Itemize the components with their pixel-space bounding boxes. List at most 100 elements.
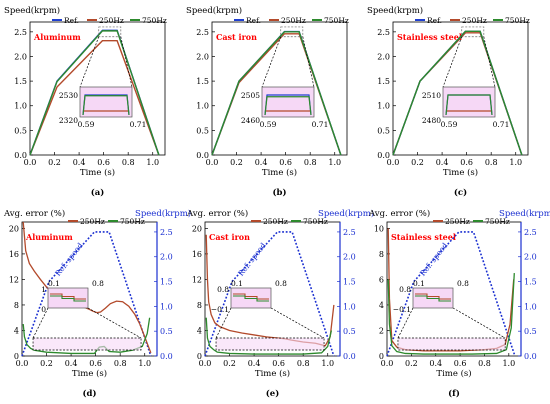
legend-entry: 750Hz (142, 16, 167, 25)
y-tick-label: 2.5 (14, 28, 27, 37)
inset-label: −0.1 (393, 305, 411, 314)
y-tick-label: 0 (14, 352, 19, 361)
inset-250-line (233, 293, 269, 300)
y-axis-label: Avg. error (%) (3, 208, 65, 219)
inset-750-line (233, 295, 269, 302)
zoom-connector (87, 307, 142, 339)
y-right-tick-label: 2.5 (343, 228, 356, 237)
x-tick-label: 0.0 (206, 158, 219, 167)
y-tick-label: 0 (197, 352, 202, 361)
inset-label: 0.8 (217, 285, 229, 294)
panel-label: (a) (91, 187, 105, 198)
legend-entry: Ref. (64, 16, 79, 25)
legend-entry: 750Hz (505, 16, 530, 25)
x-tick-label: 0.0 (381, 359, 394, 368)
x-tick-label: 0.6 (460, 158, 473, 167)
y-right-axis-label: Speed(krpm) (318, 208, 374, 219)
y-right-tick-label: 1.0 (524, 302, 537, 311)
y-right-axis-label: Speed(krpm) (135, 208, 191, 219)
x-tick-label: 0.2 (223, 359, 236, 368)
x-tick-label: 0.8 (478, 359, 491, 368)
material-label: Stainless steel (397, 32, 462, 42)
panel-label: (e) (266, 388, 279, 399)
y-tick-label: 0.5 (196, 126, 209, 135)
legend-entry: 750Hz (120, 217, 145, 226)
x-tick-label: 1.0 (138, 359, 151, 368)
y-right-tick-label: 0.5 (160, 327, 173, 336)
zoom-connector (483, 36, 496, 88)
series-line-750hz (205, 317, 333, 355)
y-tick-label: 12 (192, 275, 202, 284)
panel-label: (f) (448, 388, 460, 399)
x-tick-label: 0.0 (387, 158, 400, 167)
legend-entry: 250Hz (445, 217, 470, 226)
x-tick-label: 0.4 (248, 359, 261, 368)
y-tick-label: 16 (192, 250, 202, 259)
x-tick-label: 0.8 (485, 158, 498, 167)
x-tick-label: 0.8 (122, 158, 135, 167)
inset-label: 1 (41, 285, 46, 294)
ref-speed-label: Ref. speed (236, 241, 268, 278)
y-tick-label: 16 (9, 250, 19, 259)
y-tick-label: 1.5 (377, 77, 390, 86)
inset-750-line (415, 295, 451, 302)
legend-entry: 250Hz (263, 217, 288, 226)
x-tick-label: 0.6 (272, 359, 285, 368)
y-tick-label: 1.0 (377, 102, 390, 111)
y-right-tick-label: 0.0 (160, 352, 173, 361)
y-right-tick-label: 2.0 (524, 253, 537, 262)
zoom-connector (270, 307, 325, 339)
inset-y-label: 2510 (422, 91, 441, 100)
inset-y-label: 2505 (241, 91, 260, 100)
y-tick-label: 8 (197, 301, 202, 310)
y-tick-label: 6 (379, 275, 384, 284)
y-tick-label: 1.0 (14, 102, 27, 111)
y-tick-label: 8 (379, 250, 384, 259)
x-tick-label: 1.0 (321, 359, 334, 368)
inset-750-line (445, 94, 493, 116)
y-right-tick-label: 0.0 (524, 352, 537, 361)
x-tick-label: 0.0 (16, 359, 29, 368)
x-tick-label: 0.2 (230, 158, 243, 167)
panel-0: 0.0 0.2 0.4 0.6 0.8 1.0 0.0 0.5 1.0 1.5 2.0 2.5 Spee… (4, 5, 167, 198)
legend-entry: 250Hz (80, 217, 105, 226)
zoom-box (461, 26, 485, 38)
inset-label: 0.1 (413, 279, 425, 288)
inset-750-line (264, 96, 312, 116)
zoom-connector (302, 36, 315, 88)
inset-y-label: 2530 (59, 91, 78, 100)
x-tick-label: 0.0 (199, 359, 212, 368)
y-tick-label: 1.5 (14, 77, 27, 86)
x-tick-label: 0.6 (454, 359, 467, 368)
x-tick-label: 0.4 (255, 158, 268, 167)
inset-label: 0.1 (48, 279, 60, 288)
panel-2: 0.0 0.2 0.4 0.6 0.8 1.0 0.0 0.5 1.0 1.5 2.0 2.5 Spee… (367, 5, 530, 198)
x-axis-label: Time (s) (443, 167, 478, 178)
x-tick-label: 0.4 (65, 359, 78, 368)
zoom-connector (79, 36, 100, 88)
inset-x-label: 0.71 (312, 120, 329, 129)
series-line-250hz (29, 40, 160, 156)
inset-750-line (50, 295, 86, 302)
panel-1: 0.0 0.2 0.4 0.6 0.8 1.0 0.0 0.5 1.0 1.5 2.0 2.5 Spee… (186, 5, 349, 198)
series-line-750hz (211, 31, 342, 156)
material-label: Aluminum (25, 232, 73, 242)
x-axis-label: Time (s) (72, 368, 107, 379)
legend-entry: 750Hz (485, 217, 510, 226)
x-tick-label: 0.6 (89, 359, 102, 368)
inset-label: −0.1 (211, 305, 229, 314)
inset-x-label: 0.59 (78, 120, 95, 129)
y-tick-label: 0.5 (14, 126, 27, 135)
y-axis-label: Speed(krpm) (367, 5, 423, 16)
y-right-tick-label: 2.5 (524, 228, 537, 237)
legend-entry: Ref. (246, 16, 261, 25)
x-tick-label: 0.8 (297, 359, 310, 368)
zoom-connector (452, 307, 506, 339)
material-label: Aluminum (33, 32, 81, 42)
inset-750-line (82, 95, 130, 116)
y-tick-label: 20 (9, 224, 19, 233)
y-tick-label: 0.0 (377, 151, 390, 160)
y-right-tick-label: 2.5 (160, 228, 173, 237)
zoom-band (215, 337, 325, 351)
inset-label: 0.8 (399, 285, 411, 294)
